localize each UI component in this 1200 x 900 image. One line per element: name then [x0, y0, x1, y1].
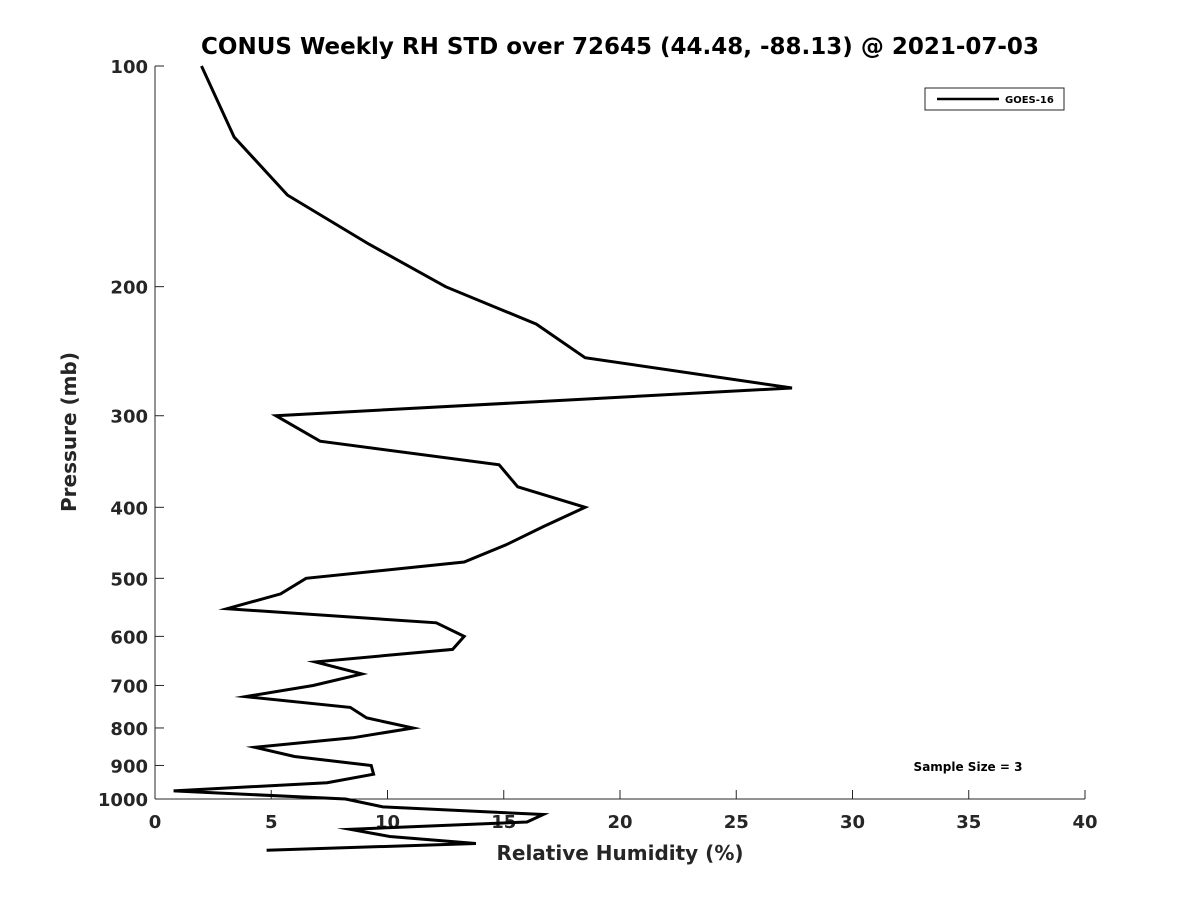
y-tick-label: 500: [110, 569, 148, 590]
series-line-goes-16: [173, 65, 793, 852]
legend-label-goes-16: GOES-16: [1005, 95, 1054, 106]
series-group: [173, 65, 793, 852]
x-tick-label: 0: [149, 812, 162, 833]
y-tick-label: 900: [110, 756, 148, 777]
x-tick-label: 20: [607, 812, 632, 833]
x-tick-label: 35: [956, 812, 981, 833]
legend: GOES-16: [924, 87, 1065, 111]
y-tick-label: 100: [110, 57, 148, 78]
x-tick-label: 5: [265, 812, 278, 833]
sample-size-annotation: Sample Size = 3: [914, 760, 1023, 774]
y-tick-label: 200: [110, 278, 148, 299]
y-tick-label: 700: [110, 676, 148, 697]
y-axis-label: Pressure (mb): [57, 352, 81, 512]
chart-title: CONUS Weekly RH STD over 72645 (44.48, -…: [201, 34, 1039, 60]
y-tick-label: 300: [110, 407, 148, 428]
y-ticks: 100 200 300 400 500 600 700 800 900 1000: [98, 57, 164, 811]
x-axis-label: Relative Humidity (%): [496, 841, 743, 865]
y-tick-label: 600: [110, 627, 148, 648]
x-tick-label: 10: [375, 812, 400, 833]
x-tick-label: 25: [724, 812, 749, 833]
y-tick-label: 400: [110, 498, 148, 519]
plot-area: 0 5 10 15 20 25 30 35 40 10020030040050060070080…: [98, 57, 1098, 852]
x-tick-label: 30: [840, 812, 865, 833]
x-tick-label: 40: [1072, 812, 1097, 833]
y-tick-label: 1000: [98, 790, 148, 811]
y-tick-label: 800: [110, 719, 148, 740]
